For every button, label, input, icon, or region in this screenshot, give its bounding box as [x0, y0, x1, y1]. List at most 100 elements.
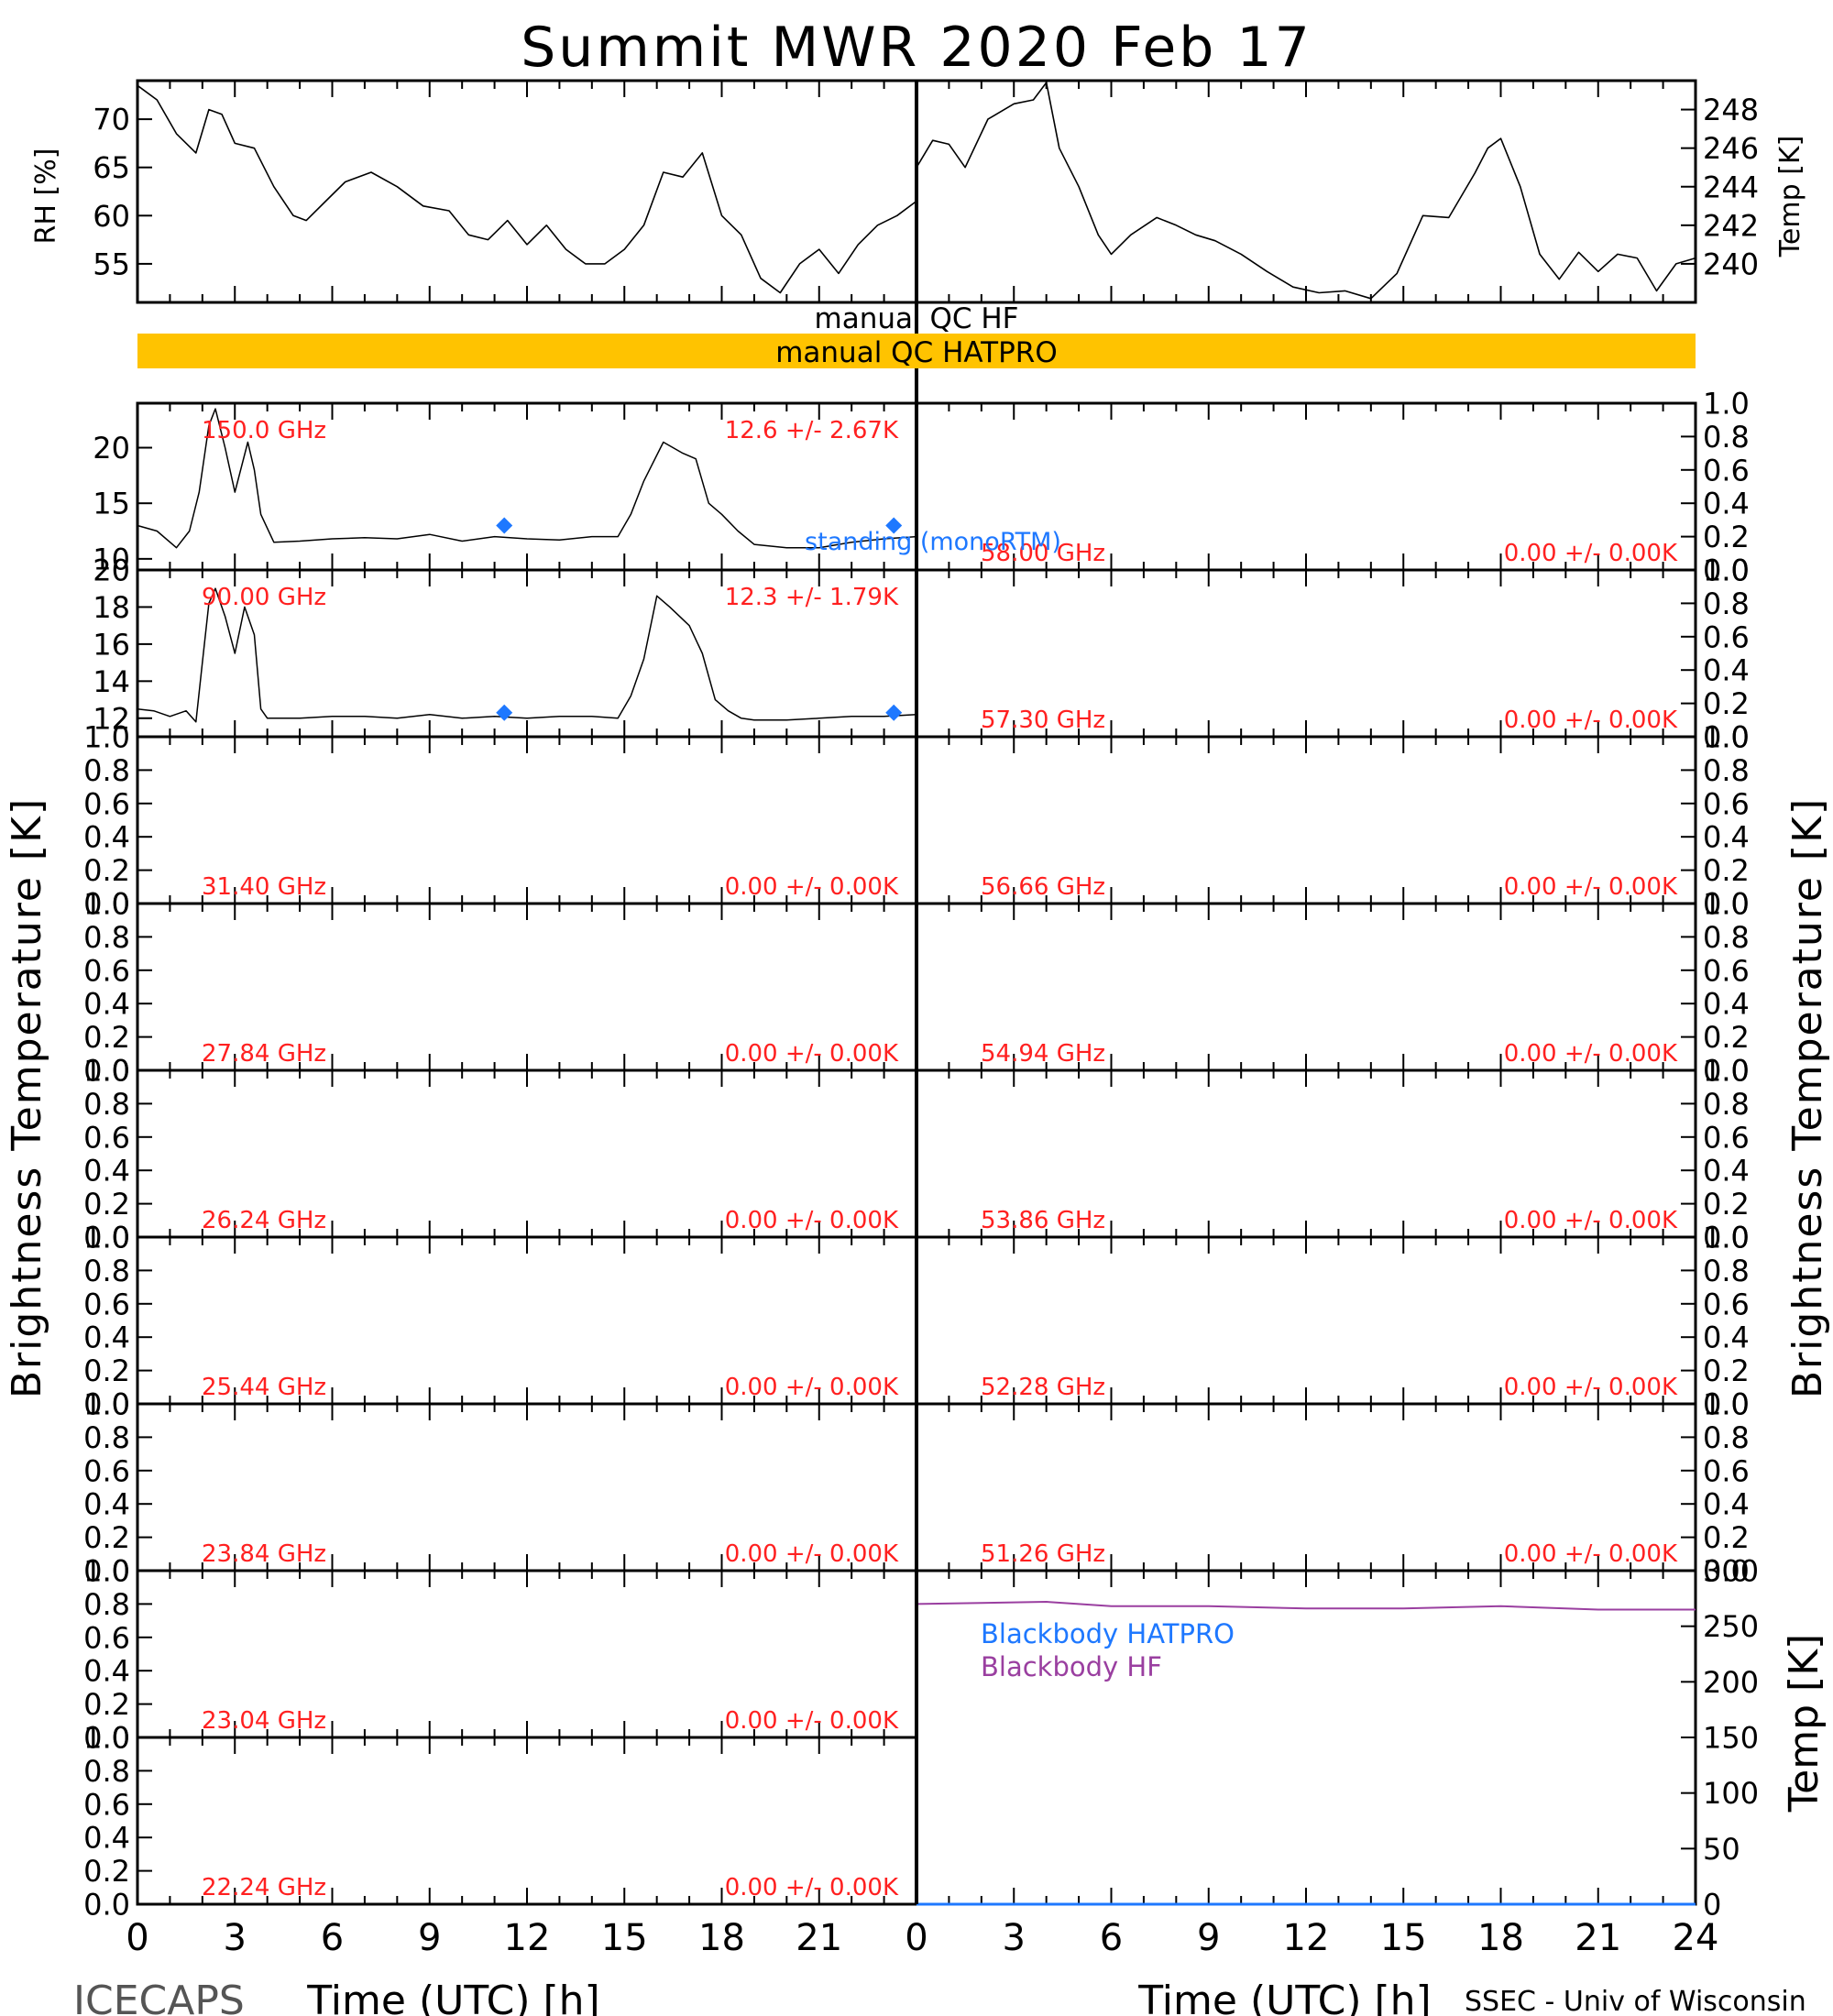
empty-left-axis-ytick-label: 0.0: [83, 1721, 130, 1756]
channel-frequency-label: 52.28 GHz: [981, 1374, 1105, 1401]
empty-right-axis-ytick-label: 1.0: [1703, 1221, 1750, 1255]
channel-frequency-label: 56.66 GHz: [981, 873, 1105, 901]
empty-right-axis-ytick-label: 0.0: [1703, 1221, 1750, 1255]
temp-panel-frame: [915, 79, 1697, 304]
empty-left-axis-ytick-label: 0.2: [83, 853, 130, 888]
empty-right-axis-ytick-label: 1.0: [1703, 387, 1750, 422]
bt90-axis-ytick-label: 16: [93, 627, 130, 662]
empty-left-axis-ytick-label: 0.8: [83, 920, 130, 955]
qc-hf-label: manual QC HF: [815, 302, 1019, 335]
empty-left-axis-ytick-label: 1.0: [83, 1054, 130, 1089]
empty-left-axis-ytick-label: 0.0: [83, 887, 130, 922]
channel-stats-label: 0.00 +/- 0.00K: [1504, 873, 1678, 901]
empty-left-axis-ytick-label: 0.6: [83, 786, 130, 821]
empty-right-axis-ytick-label: 0.8: [1703, 1254, 1750, 1288]
channel-frequency-label: 27.84 GHz: [202, 1040, 326, 1068]
bt150-series-line: [137, 408, 917, 549]
bt90-stats-label: 12.3 +/- 1.79K: [725, 584, 899, 611]
bt90-series-line: [137, 587, 917, 723]
bt150-axis-ytick-label: 10: [93, 542, 130, 576]
x-tick-label-right: 21: [1575, 1917, 1621, 1959]
qc-hatpro-label: manual QC HATPRO: [775, 336, 1058, 369]
bt90-frequency-label: 90.00 GHz: [202, 584, 326, 611]
x-axis-label-left: Time (UTC) [h]: [306, 1978, 599, 2016]
temp-axis-ytick-label: 240: [1703, 247, 1759, 281]
channel-frequency-label: 57.30 GHz: [981, 707, 1105, 734]
empty-left-axis-ytick-label: 0.2: [83, 1854, 130, 1889]
empty-left-axis-ytick-label: 1.0: [83, 1721, 130, 1756]
qc-hatpro-band: [137, 334, 1696, 368]
temp-axis-ytick-label: 244: [1703, 170, 1759, 204]
footer-left: ICECAPS: [73, 1978, 245, 2016]
empty-left-axis-ytick-label: 1.0: [83, 1221, 130, 1255]
empty-right-axis-ytick-label: 0.2: [1703, 686, 1750, 721]
empty-right-axis-ytick-label: 0.8: [1703, 753, 1750, 788]
rh-axis-ytick-label: 60: [93, 199, 130, 234]
x-tick-label-left: 0: [126, 1917, 148, 1959]
empty-right-axis-ytick-label: 0.8: [1703, 586, 1750, 621]
x-tick-label-right: 18: [1477, 1917, 1524, 1959]
empty-right-axis-ytick-label: 0.2: [1703, 1020, 1750, 1055]
empty-right-axis-ytick-label: 0.8: [1703, 920, 1750, 955]
footer-right: SSEC - Univ of Wisconsin: [1465, 1986, 1806, 2016]
x-tick-label-left: 9: [418, 1917, 441, 1959]
channel-frequency-label: 54.94 GHz: [981, 1040, 1105, 1068]
empty-right-axis-ytick-label: 0.2: [1703, 1520, 1750, 1555]
empty-right-axis-ytick-label: 0.0: [1703, 720, 1750, 755]
bt90-axis-ytick-label: 14: [93, 664, 130, 699]
blackbody-axis-ytick-label: 250: [1703, 1609, 1759, 1644]
empty-left-axis-ytick-label: 0.0: [83, 1054, 130, 1089]
channel-frequency-label: 31.40 GHz: [202, 873, 326, 901]
empty-left-axis-ytick-label: 0.8: [83, 1087, 130, 1122]
channel-frequency-label: 25.44 GHz: [202, 1374, 326, 1401]
empty-left-axis-ytick-label: 0.0: [83, 1888, 130, 1923]
x-tick-label-left: 18: [698, 1917, 745, 1959]
empty-left-axis-ytick-label: 0.6: [83, 1453, 130, 1488]
rh-axis-ytick-label: 65: [93, 150, 130, 185]
empty-left-axis-ytick-label: 0.0: [83, 1554, 130, 1589]
channel-stats-label: 0.00 +/- 0.00K: [1504, 540, 1678, 567]
empty-right-axis-ytick-label: 0.2: [1703, 1187, 1750, 1222]
empty-left-axis-ytick-label: 0.2: [83, 1353, 130, 1388]
empty-left-axis-ytick-label: 0.6: [83, 1620, 130, 1655]
empty-right-axis-ytick-label: 0.8: [1703, 420, 1750, 455]
channel-stats-label: 0.00 +/- 0.00K: [1504, 1040, 1678, 1068]
empty-right-axis-ytick-label: 0.6: [1703, 1453, 1750, 1488]
empty-left-axis-ytick-label: 0.4: [83, 1320, 130, 1355]
temp-axis-ytick-label: 246: [1703, 131, 1759, 166]
empty-left-axis-ytick-label: 0.4: [83, 1487, 130, 1522]
empty-right-axis-ytick-label: 0.8: [1703, 1420, 1750, 1455]
empty-right-axis-ytick-label: 0.0: [1703, 1554, 1750, 1589]
rh-panel-frame: [136, 79, 918, 304]
legend-blackbody-hf: Blackbody HF: [981, 1651, 1162, 1682]
empty-left-axis-ytick-label: 0.0: [83, 1387, 130, 1422]
empty-left-axis-ytick-label: 0.4: [83, 1154, 130, 1189]
blackbody-axis-ytick-label: 300: [1703, 1554, 1759, 1589]
x-tick-label-left: 15: [601, 1917, 648, 1959]
legend-blackbody-hatpro: Blackbody HATPRO: [981, 1618, 1235, 1649]
x-tick-label-right: 9: [1197, 1917, 1220, 1959]
x-tick-label-left: 3: [224, 1917, 247, 1959]
empty-right-axis-ytick-label: 0.4: [1703, 1154, 1750, 1189]
empty-left-axis-ytick-label: 0.4: [83, 987, 130, 1022]
temp-series-line: [916, 82, 1696, 300]
bt-axis-label-left: Brightness Temperature [K]: [4, 797, 50, 1398]
empty-right-axis-ytick-label: 0.6: [1703, 1287, 1750, 1321]
rh-axis-ytick-label: 70: [93, 103, 130, 137]
empty-right-axis-ytick-label: 0.6: [1703, 453, 1750, 488]
bt150-axis-ytick-label: 20: [93, 431, 130, 466]
channel-stats-label: 0.00 +/- 0.00K: [1504, 707, 1678, 734]
empty-left-axis-ytick-label: 0.4: [83, 1654, 130, 1689]
empty-right-axis-ytick-label: 1.0: [1703, 887, 1750, 922]
empty-right-axis-ytick-label: 1.0: [1703, 1054, 1750, 1089]
empty-right-axis-ytick-label: 0.8: [1703, 1087, 1750, 1122]
standing-marker-150: [885, 517, 903, 534]
legend-standing-monortm: standing (monoRTM): [805, 528, 1061, 556]
temp-axis-ytick-label: 242: [1703, 208, 1759, 243]
channel-stats-label: 0.00 +/- 0.00K: [725, 1374, 899, 1401]
x-tick-label-right: 15: [1380, 1917, 1427, 1959]
channel-stats-label: 0.00 +/- 0.00K: [1504, 1207, 1678, 1234]
x-tick-label-left: 21: [796, 1917, 842, 1959]
